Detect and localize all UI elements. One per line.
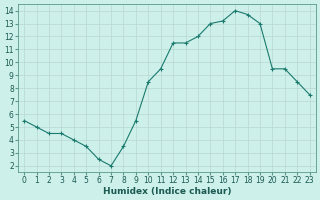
X-axis label: Humidex (Indice chaleur): Humidex (Indice chaleur) [103,187,231,196]
